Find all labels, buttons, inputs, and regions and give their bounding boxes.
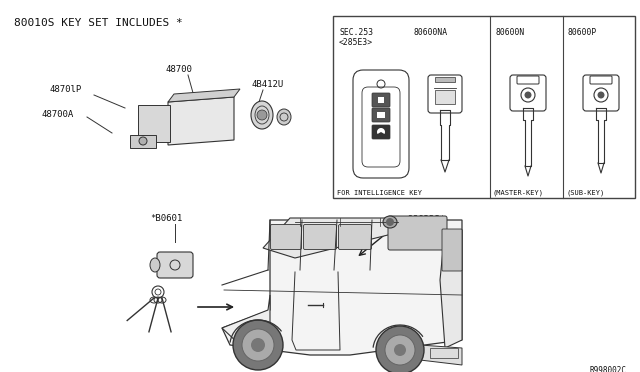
FancyBboxPatch shape	[303, 224, 337, 250]
Polygon shape	[263, 218, 400, 258]
Ellipse shape	[251, 101, 273, 129]
FancyBboxPatch shape	[372, 125, 390, 139]
Text: -68632S*: -68632S*	[402, 215, 445, 224]
Circle shape	[251, 338, 265, 352]
Circle shape	[598, 92, 605, 99]
Circle shape	[394, 344, 406, 356]
Circle shape	[525, 92, 531, 99]
Text: 48700: 48700	[165, 65, 192, 74]
Bar	[378, 97, 384, 103]
Circle shape	[257, 110, 267, 120]
Bar	[435, 90, 455, 104]
Text: 80010S KEY SET INCLUDES *: 80010S KEY SET INCLUDES *	[14, 18, 183, 28]
Ellipse shape	[277, 109, 291, 125]
Bar	[430, 348, 458, 358]
Text: 4870lP: 4870lP	[50, 85, 83, 94]
Polygon shape	[222, 295, 270, 345]
Polygon shape	[168, 97, 234, 145]
FancyBboxPatch shape	[271, 224, 301, 250]
Circle shape	[139, 137, 147, 145]
Circle shape	[385, 335, 415, 365]
Polygon shape	[222, 220, 462, 355]
Text: FOR INTELLIGENCE KEY: FOR INTELLIGENCE KEY	[337, 190, 422, 196]
FancyBboxPatch shape	[372, 108, 390, 122]
Polygon shape	[138, 105, 170, 142]
FancyBboxPatch shape	[157, 252, 193, 278]
FancyBboxPatch shape	[339, 224, 371, 250]
Circle shape	[386, 218, 394, 226]
Circle shape	[242, 329, 274, 361]
Circle shape	[233, 320, 283, 370]
Polygon shape	[440, 230, 462, 348]
Ellipse shape	[383, 216, 397, 228]
FancyBboxPatch shape	[388, 216, 447, 250]
FancyBboxPatch shape	[442, 229, 462, 271]
Polygon shape	[130, 135, 156, 148]
Bar	[333, 16, 635, 198]
Text: SEC.253: SEC.253	[339, 28, 373, 37]
Text: <285E3>: <285E3>	[339, 38, 373, 47]
Text: *B0601: *B0601	[150, 214, 182, 223]
Text: (MASTER-KEY): (MASTER-KEY)	[493, 190, 544, 196]
Bar	[435, 77, 455, 82]
Text: 80600NA: 80600NA	[413, 28, 447, 37]
Wedge shape	[377, 128, 385, 134]
Text: (SUB-KEY): (SUB-KEY)	[566, 190, 604, 196]
Polygon shape	[420, 345, 462, 365]
FancyBboxPatch shape	[372, 93, 390, 107]
Text: 4B412U: 4B412U	[252, 80, 284, 89]
Circle shape	[376, 326, 424, 372]
Polygon shape	[168, 89, 240, 102]
Bar	[377, 112, 385, 118]
Ellipse shape	[150, 258, 160, 272]
Text: R998002C: R998002C	[590, 366, 627, 372]
Text: 48700A: 48700A	[42, 110, 74, 119]
Text: 80600N: 80600N	[495, 28, 524, 37]
Text: 80600P: 80600P	[568, 28, 597, 37]
